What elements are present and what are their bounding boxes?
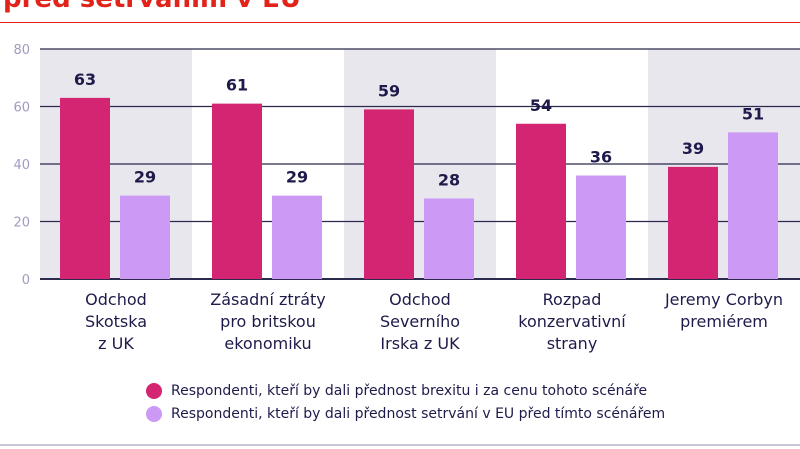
data-label: 63 <box>74 70 96 89</box>
legend-label-series1: Respondenti, kteří by dali přednost brex… <box>171 383 648 399</box>
data-label: 29 <box>286 168 308 187</box>
bottom-divider <box>0 444 800 446</box>
x-tick-label: strany <box>547 334 598 353</box>
data-label: 36 <box>590 148 612 167</box>
legend-item-series1: Respondenti, kteří by dali přednost brex… <box>146 383 647 399</box>
data-label: 61 <box>226 76 248 95</box>
bar <box>272 195 322 279</box>
x-tick-label: Odchod <box>85 290 147 309</box>
bar <box>516 123 566 279</box>
x-tick-label: Skotska <box>85 312 147 331</box>
data-label: 51 <box>742 104 764 123</box>
x-tick-label: Severního <box>380 312 460 331</box>
legend-swatch-series1 <box>146 383 162 399</box>
bar <box>364 109 414 279</box>
bar <box>668 166 718 279</box>
x-tick-label: Jeremy Corbyn <box>664 290 783 309</box>
y-tick-label: 20 <box>13 216 30 231</box>
legend-label-series2: Respondenti, kteří by dali přednost setr… <box>171 406 666 422</box>
bar <box>212 103 262 279</box>
bar <box>60 97 110 279</box>
bar <box>120 195 170 279</box>
bar <box>728 132 778 279</box>
y-tick-label: 0 <box>22 273 30 288</box>
legend-item-series2: Respondenti, kteří by dali přednost setr… <box>146 406 665 422</box>
bar-chart: 0 20 40 60 80 63 29 Odchod Skotska z UK 61 29 Zásadn… <box>13 43 800 353</box>
y-tick-label: 40 <box>13 158 30 173</box>
x-tick-label: ekonomiku <box>224 334 311 353</box>
x-tick-label: Odchod <box>389 290 451 309</box>
bar <box>424 198 474 279</box>
data-label: 39 <box>682 139 704 158</box>
legend-swatch-series2 <box>146 406 162 422</box>
x-tick-label: pro britskou <box>220 312 316 331</box>
data-label: 28 <box>438 171 460 190</box>
x-tick-label: konzervativní <box>518 312 626 331</box>
x-tick-label: z UK <box>98 334 134 353</box>
x-tick-label: Rozpad <box>543 290 602 309</box>
y-tick-label: 80 <box>13 43 30 58</box>
x-tick-label: Irska z UK <box>380 334 460 353</box>
chart-title: před setrváním v EU <box>3 0 301 14</box>
bar <box>576 175 626 279</box>
data-label: 29 <box>134 168 156 187</box>
x-tick-label: Zásadní ztráty <box>210 290 326 309</box>
data-label: 59 <box>378 81 400 100</box>
y-tick-label: 60 <box>13 101 30 116</box>
data-label: 54 <box>530 96 552 115</box>
x-tick-label: premiérem <box>680 312 768 331</box>
title-divider <box>0 22 800 23</box>
